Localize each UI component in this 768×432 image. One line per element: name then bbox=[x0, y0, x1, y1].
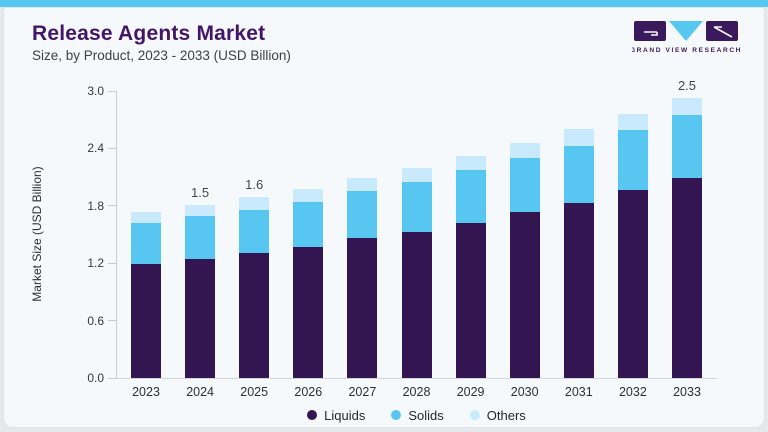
x-axis-label-2028: 2028 bbox=[402, 385, 431, 399]
legend-label: Solids bbox=[408, 407, 444, 423]
y-tick-mark bbox=[108, 90, 116, 92]
y-tick-label: 1.8 bbox=[87, 198, 104, 213]
legend-dot-icon bbox=[469, 410, 480, 420]
legend-label: Others bbox=[486, 407, 526, 423]
bar-segment-2026-others bbox=[293, 188, 324, 202]
legend-dot-icon bbox=[391, 410, 402, 420]
y-tick-label: 3.0 bbox=[87, 84, 104, 98]
bar-segment-2029-solids bbox=[455, 170, 486, 223]
bar-segment-2029-others bbox=[455, 156, 486, 171]
brand-logo: GRAND VIEW RESEARCH bbox=[632, 18, 744, 60]
bar-segment-2027-others bbox=[347, 178, 378, 192]
bar-total-label-2033: 2.5 bbox=[677, 77, 697, 93]
x-axis-label-2024: 2024 bbox=[186, 385, 214, 399]
bar-segment-2025-others bbox=[239, 197, 270, 210]
bar-segment-2031-others bbox=[563, 129, 594, 146]
x-axis-label-2030: 2030 bbox=[510, 385, 539, 399]
bar-segment-2032-others bbox=[617, 113, 648, 131]
chart-card: Release Agents Market Size, by Product, … bbox=[3, 7, 765, 428]
x-axis-label-2023: 2023 bbox=[132, 385, 160, 399]
bar-segment-2032-solids bbox=[617, 130, 648, 191]
legend-item-solids: Solids bbox=[391, 407, 444, 423]
x-axis-label-2032: 2032 bbox=[618, 385, 647, 399]
bar-segment-2030-others bbox=[509, 142, 540, 158]
y-tick-label: 0.0 bbox=[87, 371, 104, 385]
bar-segment-2025-liquids bbox=[239, 252, 270, 378]
bar-segment-2028-solids bbox=[401, 181, 432, 232]
x-axis-label-2027: 2027 bbox=[348, 385, 377, 399]
grand-view-research-logo-icon: GRAND VIEW RESEARCH bbox=[632, 21, 742, 54]
chart-legend: Liquids Solids Others bbox=[116, 404, 717, 426]
bar-segment-2023-others bbox=[131, 211, 161, 223]
bar-segment-2027-liquids bbox=[347, 238, 378, 378]
bar-total-label-2025: 1.6 bbox=[245, 177, 264, 193]
bar-segment-2027-solids bbox=[347, 191, 378, 239]
bar-segment-2033-others bbox=[672, 97, 702, 115]
y-tick-mark bbox=[108, 205, 116, 207]
bar-segment-2031-solids bbox=[563, 145, 594, 203]
top-accent-strip bbox=[0, 0, 768, 7]
y-tick-mark bbox=[108, 147, 116, 149]
bar-segment-2028-liquids bbox=[401, 231, 432, 378]
bar-segment-2023-liquids bbox=[131, 264, 161, 378]
y-tick-label: 2.4 bbox=[87, 141, 104, 156]
bar-segment-2026-liquids bbox=[293, 246, 324, 378]
x-axis-label-2029: 2029 bbox=[456, 385, 485, 399]
bar-segment-2028-others bbox=[401, 167, 432, 182]
legend-dot-icon bbox=[307, 410, 318, 420]
y-tick-label: 0.6 bbox=[87, 313, 104, 328]
bar-segment-2033-liquids bbox=[672, 178, 702, 378]
y-tick-mark bbox=[108, 262, 116, 264]
legend-label: Liquids bbox=[324, 407, 366, 423]
x-axis-baseline bbox=[116, 378, 717, 379]
bar-segment-2030-liquids bbox=[509, 212, 540, 378]
bar-segment-2029-liquids bbox=[455, 223, 486, 378]
bar-segment-2023-solids bbox=[131, 223, 161, 265]
y-tick-label: 1.2 bbox=[87, 256, 104, 271]
y-axis-line bbox=[116, 91, 117, 379]
legend-item-others: Others bbox=[469, 407, 526, 423]
bar-segment-2030-solids bbox=[509, 157, 540, 213]
bar-segment-2032-liquids bbox=[617, 190, 648, 378]
bar-segment-2024-others bbox=[185, 204, 216, 217]
y-axis-title: Market Size (USD Billion) bbox=[30, 166, 44, 302]
y-tick-mark bbox=[108, 377, 116, 379]
x-axis-label-2026: 2026 bbox=[294, 385, 323, 399]
x-axis-label-2033: 2033 bbox=[673, 385, 701, 399]
page-subtitle: Size, by Product, 2023 - 2033 (USD Billi… bbox=[32, 48, 291, 63]
y-tick-mark bbox=[108, 320, 116, 322]
bar-segment-2024-liquids bbox=[185, 259, 216, 378]
legend-item-liquids: Liquids bbox=[307, 408, 365, 423]
bar-segment-2031-liquids bbox=[563, 202, 594, 378]
bar-segment-2024-solids bbox=[185, 216, 216, 260]
bar-segment-2033-solids bbox=[672, 114, 702, 179]
x-axis-label-2031: 2031 bbox=[564, 385, 593, 399]
page-title: Release Agents Market bbox=[32, 22, 266, 45]
bar-segment-2026-solids bbox=[293, 201, 324, 247]
bar-total-label-2024: 1.5 bbox=[191, 184, 210, 200]
x-axis-label-2025: 2025 bbox=[240, 385, 269, 399]
bar-segment-2025-solids bbox=[239, 209, 270, 253]
brand-name: GRAND VIEW RESEARCH bbox=[632, 47, 742, 54]
